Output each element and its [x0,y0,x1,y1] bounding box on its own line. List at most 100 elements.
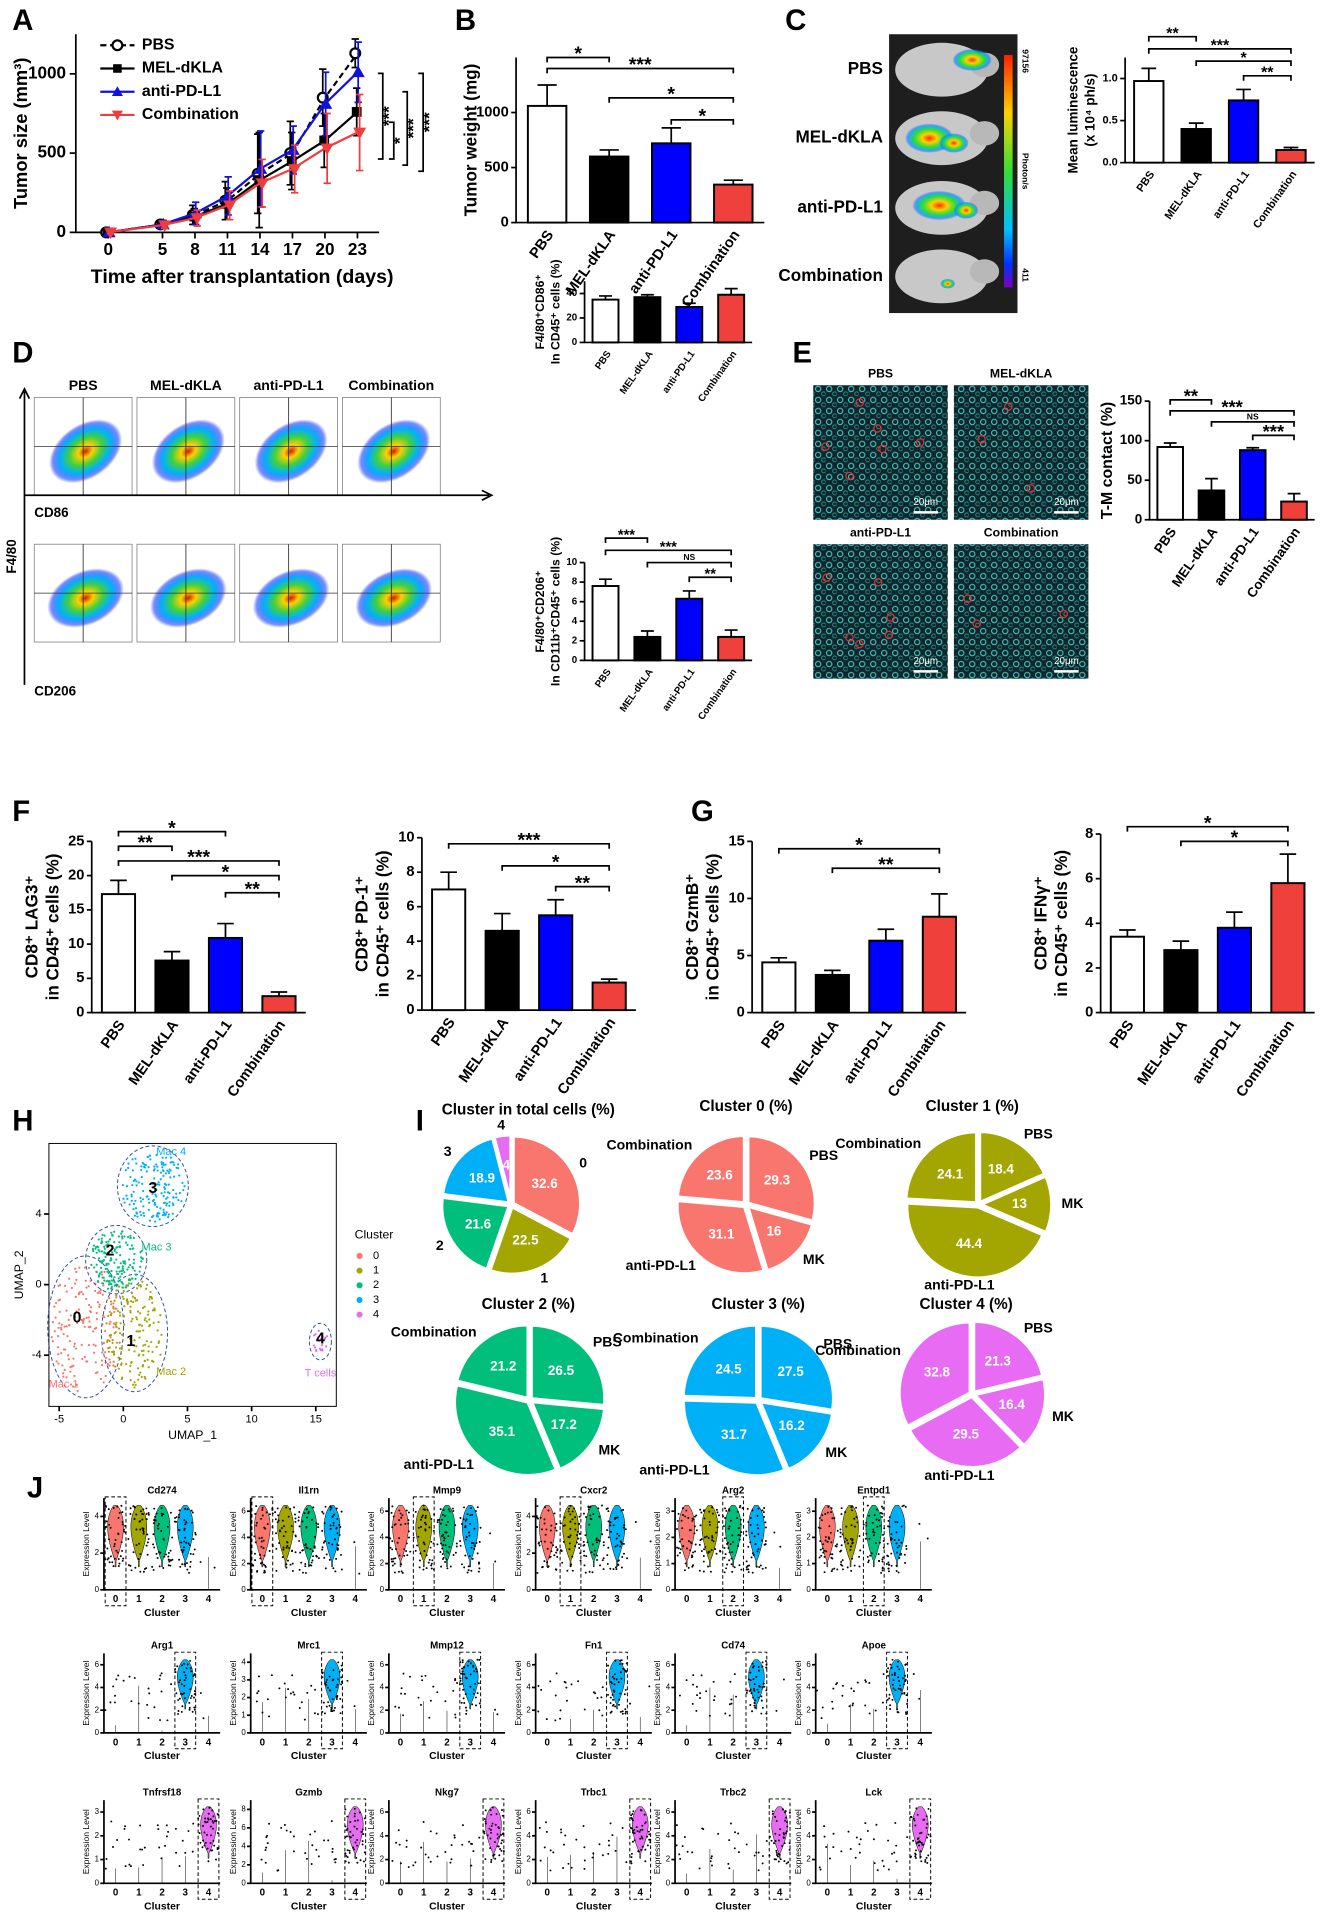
violin-point [282,1546,285,1549]
violin-point [417,1696,420,1699]
violin-point [340,1553,343,1556]
umap-point [110,1231,113,1234]
umap-point [140,1213,143,1217]
violin-point [322,1512,325,1515]
violin-point [685,1679,688,1682]
violin-point [268,1550,271,1552]
violin-point [497,1845,500,1848]
umap-point [101,1351,104,1354]
violin-point [361,1843,364,1846]
violin-point [393,1562,396,1565]
x-tick-label: 0 [260,1888,266,1899]
violin-point [301,1549,304,1552]
umap-point [157,1181,160,1184]
highlight-box [862,1496,885,1607]
umap-point [138,1336,141,1339]
umap-point [53,1305,56,1308]
violin-point [137,1702,140,1705]
violin-point [887,1567,890,1570]
x-tick-label: 14 [250,240,270,259]
umap-point [58,1310,61,1314]
violin-point [464,1676,467,1679]
violin-point [405,1839,408,1842]
y-tick-label: 2 [241,1693,246,1702]
violin-point [903,1692,906,1695]
sig-bracket [1242,74,1292,81]
umap-point [172,1175,176,1178]
x-tick-label: 3 [329,1888,335,1899]
violin-point [737,1527,740,1530]
violin-point [836,1568,839,1571]
bar [261,995,297,1014]
violin-point [875,1508,878,1511]
violin-point [897,1711,900,1714]
violin-point [622,1552,625,1555]
marker [255,178,269,190]
highlight-box [482,1798,505,1900]
violin-point [685,1509,688,1512]
violin-point [339,1526,342,1529]
umap-point [126,1300,130,1304]
y-tick-label: 4 [666,1831,671,1840]
violin-point [393,1571,396,1574]
violin-point [178,1697,181,1700]
umap-point [161,1166,164,1169]
pie-title: Cluster 4 (%) [919,1296,1012,1313]
y-tick-label: 0 [526,1878,531,1887]
umap-point [163,1182,167,1185]
violin-point [678,1551,681,1554]
violin-point [918,1844,921,1847]
x-tick-label: 4 [206,1888,212,1899]
umap-point [60,1328,63,1331]
panel-letter: B [455,4,476,37]
y-axis-title: Expression Level [366,1661,376,1726]
y-tick-label: -4 [32,1349,42,1361]
violin-point [832,1846,835,1849]
umap-point [153,1177,156,1180]
violin-point [346,1815,349,1818]
umap-point [148,1295,152,1298]
violin-point [677,1547,680,1550]
umap-point [132,1208,135,1211]
violin-point [466,1513,469,1516]
umap-point [114,1365,117,1368]
violin-point [257,1690,260,1693]
violin-point [708,1510,711,1513]
x-tick-label: 1 [136,1594,142,1605]
violin-point [336,1517,339,1520]
violin-point [444,1700,447,1703]
umap-point [116,1309,120,1313]
violin-point [751,1552,754,1555]
umap-point [95,1317,99,1321]
violin-point [469,1522,472,1525]
violin-point [716,1511,719,1514]
umap-point [123,1260,127,1263]
violin-point [474,1682,477,1685]
violin-point [459,1679,462,1682]
violin-point [836,1529,839,1532]
umap-point [105,1356,108,1359]
violin-point [555,1672,558,1675]
violin-point [874,1709,877,1712]
y-tick-label: 2 [666,1532,671,1541]
x-tick-label: 2 [159,1594,165,1605]
violin-point [317,1855,320,1858]
violin-point [475,1541,478,1544]
violin-point [826,1540,829,1543]
violin-point [731,1570,734,1573]
x-tick-label: PBS [593,349,614,372]
gene-name: Arg2 [722,1485,745,1496]
violin-point [595,1541,598,1544]
umap-point [101,1276,104,1279]
umap-point [164,1156,168,1159]
umap-point [109,1361,112,1364]
x-tick-label: 3 [183,1737,189,1748]
umap-point [133,1344,136,1347]
violin-point [609,1521,612,1524]
violin-point [753,1702,756,1704]
x-tick-label: 8 [190,240,200,259]
violin-point [878,1519,880,1522]
umap-point [75,1383,79,1386]
violin-point [142,1529,145,1532]
violin-point [821,1706,824,1709]
